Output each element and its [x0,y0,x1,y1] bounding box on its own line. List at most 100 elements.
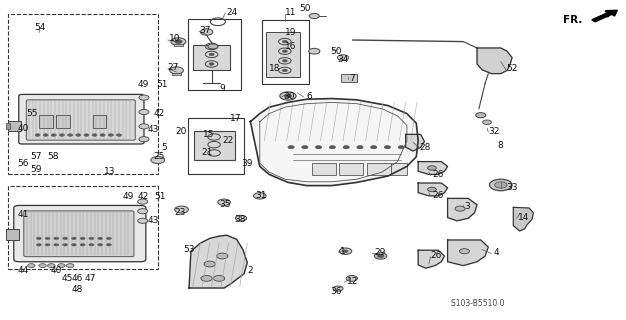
Circle shape [496,66,506,71]
Circle shape [89,237,94,240]
Bar [8,121,21,131]
Text: 2: 2 [247,266,253,275]
Bar [56,115,70,128]
Circle shape [71,237,76,240]
Text: 49: 49 [138,80,149,89]
Text: 44: 44 [18,266,29,275]
Text: 11: 11 [285,8,296,17]
Bar [312,163,336,175]
Circle shape [54,244,59,246]
Bar [6,229,19,240]
Text: 41: 41 [18,210,29,219]
Text: 28: 28 [419,143,431,152]
Circle shape [36,244,41,246]
Text: 40: 40 [18,124,29,132]
Text: 26: 26 [432,191,443,200]
Text: 34: 34 [337,55,348,64]
Text: 26: 26 [432,170,443,179]
Circle shape [398,146,404,149]
Text: 21: 21 [202,148,213,156]
Circle shape [138,218,148,223]
Circle shape [428,187,436,192]
Circle shape [204,261,215,267]
Circle shape [175,206,188,213]
Bar [188,19,241,90]
Circle shape [374,253,387,259]
Polygon shape [418,183,448,196]
Polygon shape [513,207,533,231]
Circle shape [36,237,41,240]
Circle shape [63,244,68,246]
Circle shape [84,134,89,136]
Text: 30: 30 [284,92,295,100]
Circle shape [282,50,287,52]
Circle shape [35,134,40,136]
Circle shape [175,40,182,44]
Text: 45: 45 [61,274,73,283]
Text: 43: 43 [147,216,158,225]
Polygon shape [418,162,448,174]
Circle shape [309,13,319,19]
Circle shape [309,48,320,54]
Circle shape [45,244,50,246]
Circle shape [201,276,212,281]
Text: 42: 42 [153,109,165,118]
Circle shape [171,38,186,45]
Text: 39: 39 [241,159,252,168]
Text: 36: 36 [330,287,341,296]
Circle shape [288,146,294,149]
Text: 15: 15 [203,130,215,139]
Circle shape [282,69,287,72]
Circle shape [339,248,352,254]
Text: 22: 22 [222,136,233,145]
FancyBboxPatch shape [19,94,144,144]
Circle shape [58,264,65,268]
Circle shape [68,134,73,136]
Text: 35: 35 [219,200,230,209]
Bar [93,115,106,128]
Bar [174,44,183,46]
Circle shape [51,134,56,136]
Text: 20: 20 [175,127,187,136]
Circle shape [66,264,74,268]
Bar [6,123,10,129]
Bar [172,73,181,75]
Bar [266,32,300,77]
Text: 57: 57 [30,152,41,161]
Circle shape [54,237,59,240]
Bar [39,115,53,128]
Circle shape [80,244,85,246]
Text: 4: 4 [493,248,499,257]
Text: 32: 32 [488,127,500,136]
Circle shape [106,237,111,240]
Circle shape [92,134,97,136]
Polygon shape [477,48,512,74]
Text: 3: 3 [464,202,470,211]
Text: 47: 47 [85,274,96,283]
Text: 5: 5 [162,143,167,152]
Text: 1: 1 [340,247,346,256]
Text: 7: 7 [349,74,355,83]
Text: 17: 17 [230,114,242,123]
Text: 43: 43 [147,125,158,134]
Text: 31: 31 [255,191,267,200]
Bar [8,14,158,174]
Bar [193,45,230,70]
Polygon shape [418,250,444,268]
Circle shape [116,134,121,136]
Circle shape [139,95,149,100]
Circle shape [455,206,465,211]
Circle shape [428,166,436,170]
Text: 38: 38 [235,215,246,224]
Text: 37: 37 [199,26,210,35]
Circle shape [218,199,230,205]
Text: 24: 24 [226,8,237,17]
Text: 26: 26 [431,252,442,260]
Bar [194,131,235,160]
Circle shape [343,146,349,149]
Circle shape [89,244,94,246]
Circle shape [108,134,113,136]
Circle shape [459,249,470,254]
Polygon shape [189,235,247,288]
Circle shape [371,146,377,149]
